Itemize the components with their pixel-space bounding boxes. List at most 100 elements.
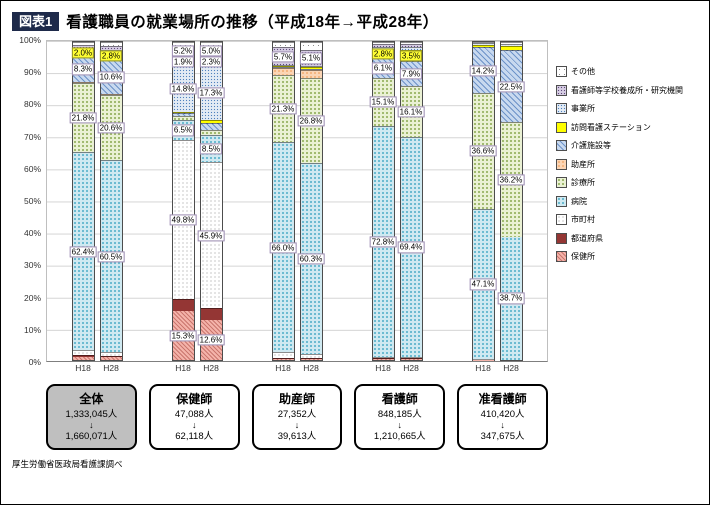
bar-group-助産師: 66.0% 21.3% 5.7% H18 60.3% 26.8% 5.1% H28 <box>247 41 347 373</box>
segment-都道府県 <box>100 356 122 358</box>
summary-name: 保健師 <box>176 392 213 406</box>
segment-助産所 <box>272 68 294 75</box>
legend-swatch <box>556 121 567 133</box>
y-tick-label: 10% <box>23 324 41 335</box>
segment-助産所 <box>72 82 94 83</box>
stacked-bar: 69.4% 16.1% 7.9% 3.5% <box>397 41 425 361</box>
summary-box-total: 全体 1,333,045人 ↓ 1,660,071人 <box>46 384 137 450</box>
summary-name: 全体 <box>79 392 104 406</box>
summary-to: 39,613人 <box>277 430 317 442</box>
segment-その他 <box>472 42 494 43</box>
y-tick-label: 40% <box>23 228 41 239</box>
segment-助産所 <box>100 93 122 95</box>
segment-病院: 72.8% <box>369 125 397 357</box>
segment-市町村 <box>372 356 394 359</box>
segment-看護師等学校養成所・研究機関: 5.1% <box>299 49 323 67</box>
segment-保健所: 15.3% <box>169 311 197 360</box>
data-label: 72.8% <box>369 236 397 248</box>
bar-助産師-H18: 66.0% 21.3% 5.7% H18 <box>269 41 297 373</box>
segment-市町村: 49.8% <box>169 140 197 299</box>
segment-事業所 <box>100 49 122 52</box>
legend-swatch <box>556 103 567 114</box>
data-label: 60.5% <box>97 251 125 263</box>
summary-from: 410,420人 <box>480 409 525 420</box>
segment-診療所: 26.8% <box>297 77 325 163</box>
segment-看護師等学校養成所・研究機関 <box>372 43 394 47</box>
data-label: 2.0% <box>71 47 95 59</box>
legend-label: 保健所 <box>571 252 595 261</box>
x-axis-label: H28 <box>103 363 119 373</box>
summary-to: 1,660,071人 <box>65 430 118 442</box>
bar-助産師-H28: 60.3% 26.8% 5.1% H28 <box>297 41 325 373</box>
data-label: 5.1% <box>299 52 323 65</box>
figure-badge: 図表1 <box>12 11 60 31</box>
segment-その他 <box>500 42 522 45</box>
legend-swatch <box>556 140 567 151</box>
legend-item-保健所: 保健所 <box>556 251 700 262</box>
x-axis-label: H18 <box>275 363 291 373</box>
y-tick-label: 50% <box>23 196 41 206</box>
segment-その他: 5.2% <box>171 42 195 59</box>
segment-その他 <box>400 41 422 44</box>
legend-label: 看護師等学校養成所・研究機関 <box>571 85 683 95</box>
data-label: 69.4% <box>397 241 425 254</box>
segment-訪問看護ステーション <box>300 67 322 69</box>
segment-市町村 <box>72 350 94 356</box>
stacked-bar: 15.3% 49.8% 6.5% 14.8% 1.9% 5.2% <box>169 41 197 361</box>
data-label: 2.8% <box>371 48 395 60</box>
segment-病院: 60.5% <box>97 160 125 353</box>
segment-事業所 <box>300 66 322 68</box>
legend-item-助産所: 助産所 <box>556 158 700 170</box>
legend-swatch <box>556 158 567 170</box>
segment-その他: 5.0% <box>199 42 223 58</box>
legend-swatch <box>556 66 567 77</box>
summary-name: 助産師 <box>278 392 315 406</box>
legend-label: その他 <box>571 67 595 76</box>
segment-病院: 38.7% <box>497 236 525 360</box>
stacked-bar: 72.8% 15.1% 6.1% 2.8% <box>369 41 397 361</box>
segment-訪問看護ステーション <box>500 46 522 51</box>
data-label: 1.9% <box>171 56 195 68</box>
segment-市町村 <box>472 358 494 360</box>
segment-訪問看護ステーション <box>272 66 294 68</box>
arrow-down-icon: ↓ <box>397 419 403 430</box>
legend-label: 事業所 <box>571 104 595 113</box>
y-tick-label: 30% <box>23 260 41 271</box>
segment-病院: 66.0% <box>269 142 297 352</box>
segment-都道府県 <box>400 358 422 360</box>
summary-row: 全体 1,333,045人 ↓ 1,660,071人 保健師 47,088人 ↓… <box>46 384 548 450</box>
y-tick-label: 70% <box>23 131 41 142</box>
legend-item-市町村: 市町村 <box>556 214 700 225</box>
data-label: 17.3% <box>197 87 225 99</box>
segment-診療所: 36.2% <box>497 121 525 237</box>
segment-介護施設等: 7.9% <box>399 60 423 86</box>
data-label: 6.5% <box>171 124 195 137</box>
segment-介護施設等 <box>300 68 322 70</box>
bar-准看護師-H18: 47.1% 36.6% 14.2% H18 <box>469 41 497 373</box>
summary-from: 27,352人 <box>277 409 317 420</box>
stacked-bar: 60.3% 26.8% 5.1% <box>297 41 325 361</box>
legend-swatch <box>556 214 567 225</box>
arrow-down-icon: ↓ <box>294 419 300 430</box>
data-label: 22.5% <box>497 80 525 93</box>
stacked-bar: 62.4% 21.8% 8.3% 2.0% <box>69 41 97 361</box>
data-label: 21.8% <box>69 112 97 124</box>
segment-看護師等学校養成所・研究機関: 2.3% <box>199 56 223 68</box>
data-label: 12.6% <box>197 334 225 346</box>
data-label: 20.6% <box>97 122 125 134</box>
legend-label: 都道府県 <box>571 233 603 243</box>
summary-from: 47,088人 <box>174 409 214 420</box>
bar-group-准看護師: 47.1% 36.6% 14.2% H18 38.7% 36.2% 22.5% H28 <box>447 41 547 373</box>
summary-box-kangoshi: 看護師 848,185人 ↓ 1,210,665人 <box>354 384 446 450</box>
plot-area: 62.4% 21.8% 8.3% 2.0% H18 60.5% 20.6% 10.6% 2.8%… <box>46 40 548 373</box>
summary-to: 62,118人 <box>175 430 214 442</box>
segment-その他 <box>300 41 322 50</box>
data-label: 62.4% <box>69 246 97 258</box>
segment-介護施設等 <box>272 67 294 69</box>
bar-看護師-H28: 69.4% 16.1% 7.9% 3.5% H28 <box>397 41 425 373</box>
segment-診療所 <box>172 116 194 120</box>
data-label: 38.7% <box>497 292 525 305</box>
data-label: 10.6% <box>97 71 125 83</box>
bar-准看護師-H28: 38.7% 36.2% 22.5% H28 <box>497 41 525 373</box>
chart-area: 0% 10% 20% 30% 40% 50% 60% 70% 80% 90% 100% 62.4% 2… <box>10 35 700 373</box>
